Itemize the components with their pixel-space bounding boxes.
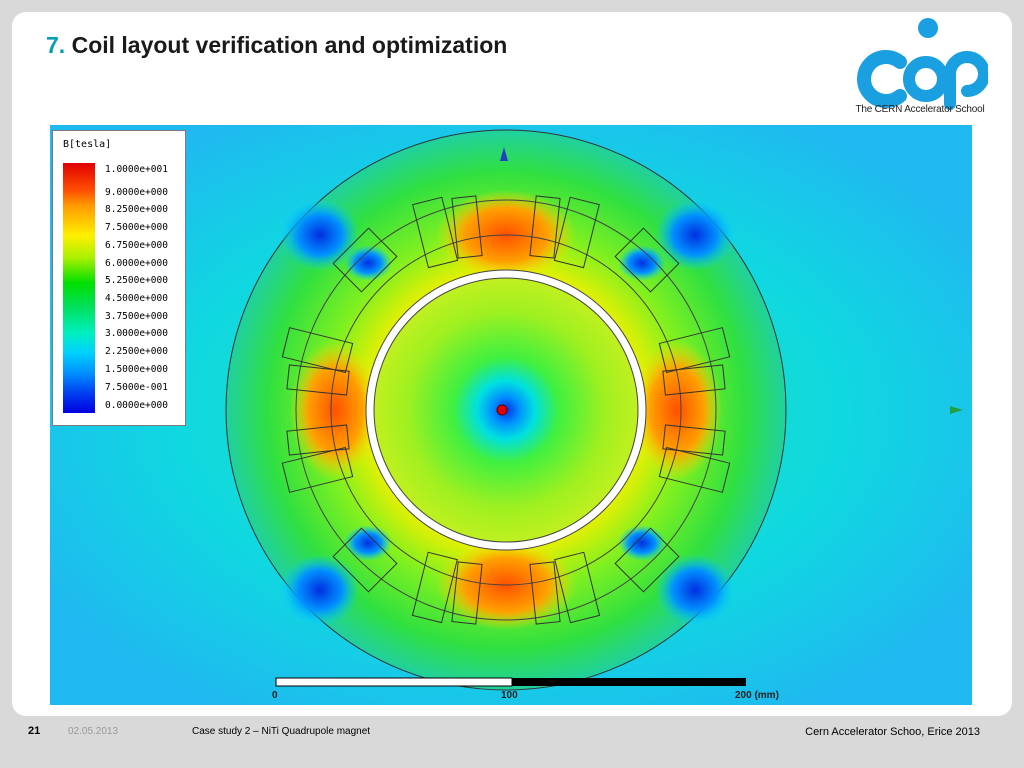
footer-date: 02.05.2013 [68,726,119,737]
legend-label: 9.0000e+000 [105,187,168,198]
cas-logo [857,18,988,110]
coil-block [286,424,350,456]
low-field-spot-se [655,554,735,626]
low-field-spot-inner-ne [618,245,666,281]
legend-color-bar [63,163,95,413]
coil-block [451,561,483,625]
page-number: 21 [28,725,41,737]
coil-block [281,327,354,374]
legend-label: 8.2500e+000 [105,204,168,215]
coil-block [529,561,561,625]
coil-block [662,424,726,456]
scale-label-200: 200 (mm) [735,690,779,701]
coil-block [412,196,459,269]
slide-title: 7. Coil layout verification and optimiza… [46,32,507,59]
legend-label: 6.0000e+000 [105,258,168,269]
coil-block [554,551,601,624]
logo-letter-s [944,51,988,110]
coil-block [332,227,398,293]
low-field-spot-sw [280,554,360,626]
coil-ring-inner [330,234,682,586]
legend-label: 7.5000e-001 [105,382,168,393]
title-number: 7. [46,32,66,58]
high-field-left [290,340,380,480]
coil-block [614,527,680,593]
footer-school: Cern Accelerator Schoo, Erice 2013 [805,726,980,738]
coil-block [553,196,600,269]
field-map-figure [50,125,972,705]
coil-block [451,195,483,259]
low-field-spot-inner-se [618,525,666,561]
coil-block [614,227,680,293]
scale-bar-black [512,678,746,686]
coil-block [332,527,398,593]
coil-block [658,446,731,493]
x-axis-marker [950,406,963,414]
legend-label: 4.5000e+000 [105,293,168,304]
legend-label: 5.2500e+000 [105,275,168,286]
low-field-spot-inner-sw [344,525,392,561]
logo-caption: The CERN Accelerator School [855,104,985,115]
high-field-right [632,340,722,480]
coil-blocks [281,195,731,625]
scale-label-100: 100 [501,690,518,701]
logo-dot [918,18,938,38]
legend-label: 6.7500e+000 [105,240,168,251]
coil-block [281,446,354,493]
coil-block [662,364,726,396]
title-text: Coil layout verification and optimizatio… [71,32,508,58]
low-field-spot-nw [280,199,360,271]
legend-label: 2.2500e+000 [105,346,168,357]
scale-bar-white [275,677,513,687]
legend-label: 1.5000e+000 [105,364,168,375]
coil-block [529,195,561,259]
footer-case-study: Case study 2 – NiTi Quadrupole magnet [192,726,371,737]
coil-block [286,364,350,396]
scale-label-0: 0 [272,690,278,701]
color-legend: B[tesla] 1.0000e+001 9.0000e+000 8.2500e… [52,130,186,426]
coil-block [411,551,458,624]
legend-label: 3.0000e+000 [105,328,168,339]
low-field-spot-ne [655,199,735,271]
legend-label: 7.5000e+000 [105,222,168,233]
legend-title: B[tesla] [63,139,112,150]
logo-letter-a [903,56,949,102]
legend-label: 3.7500e+000 [105,311,168,322]
low-field-spot-inner-nw [344,245,392,281]
y-axis-marker [500,147,508,161]
coil-block [658,327,731,374]
legend-label: 1.0000e+001 [105,164,168,175]
center-marker [496,404,508,416]
coil-ring-outer [295,199,717,621]
logo-letter-c [857,50,907,108]
legend-label: 0.0000e+000 [105,400,168,411]
